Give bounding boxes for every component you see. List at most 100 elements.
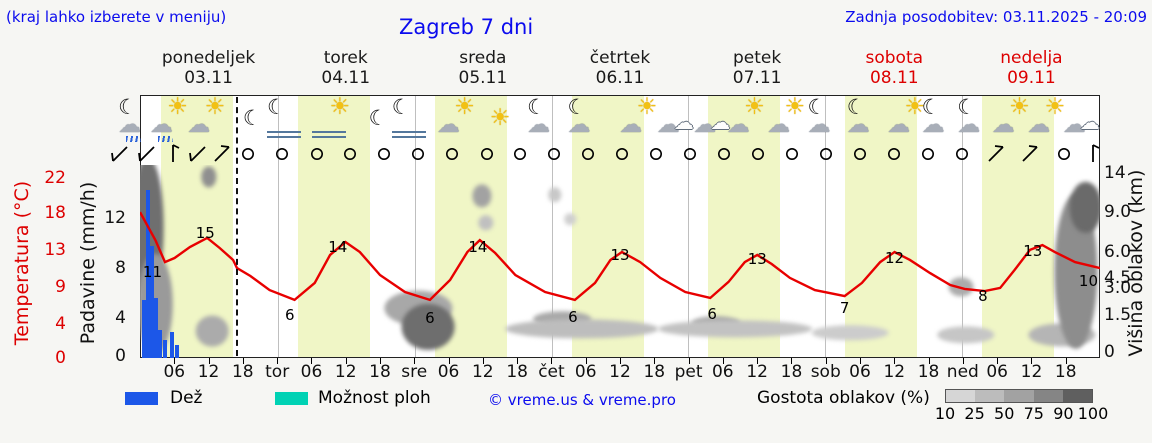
calm-wind-icon [443,143,461,167]
day-separator-line [825,96,827,357]
calm-wind-icon [273,143,291,167]
sun-rain-icon: ☁ ☀ [149,94,188,143]
cloud-density-blob [401,303,455,351]
moon-glyph: ☾ [391,95,411,119]
rain-bar [170,331,175,358]
cloud-glyph: ☁ [527,112,551,138]
day-separator-line [277,96,279,357]
temperature-value-label: 6 [707,304,717,323]
temperature-value-label: 13 [1023,242,1043,261]
moon-fog-icon: ☾ [266,95,304,143]
sun-glyph: ☀ [167,94,188,120]
time-tick-label: 12 [609,362,631,382]
moon-rain-icon: ☁ ☾ [117,95,155,143]
time-tick-label: 12 [197,362,220,382]
cloud-glyph: ☁ [887,112,911,138]
density-tick-label: 90 [1053,404,1074,423]
time-tick-label: sob [810,362,841,382]
time-tick-mark [688,358,690,364]
wind-barb-icon [986,143,1006,167]
temperature-value-label: 11 [142,262,163,281]
cloud-glyph: ☁ [991,112,1015,138]
moon-glyph: ☾ [846,95,866,119]
calm-wind-icon [647,143,665,167]
moon-cloud-icon: ☁ ☾ [846,95,884,143]
time-tick-label: 18 [231,362,254,382]
fog-glyph [266,128,301,138]
fog-glyph [312,128,347,138]
sun-glyph: ☀ [489,104,511,131]
density-gradient-segment [1004,390,1034,402]
cloud-density-blob [477,215,494,231]
calm-wind-icon [579,143,597,167]
calm-wind-icon [511,143,529,167]
rain-bar [158,330,163,358]
wind-barb-icon [110,143,130,167]
time-tick-mark [174,358,176,364]
time-tick-mark [962,358,964,364]
temperature-axis-label: Temperatura (°C) [11,180,33,346]
time-tick-mark [208,358,210,364]
day-header-ponedeljek: ponedeljek 03.11 [161,48,256,88]
time-axis-ticks [140,358,1100,365]
plot-background [140,95,1100,358]
cloud-density-blob [548,187,562,203]
moon-glyph: ☾ [368,106,388,131]
cloud-density-blob [948,276,974,297]
moon-cloud-icon: ☁ ☾ [921,95,959,143]
calm-wind-icon [613,143,631,167]
time-tick-mark [551,358,553,364]
calm-wind-icon [783,143,801,167]
time-tick-label: sre [401,362,428,382]
sun-cloud-icon: ☁ ☀ [726,94,765,143]
cloud-glyph: ☁ [656,112,680,138]
rain-bar [154,298,159,358]
time-tick-mark [997,358,999,364]
time-tick-mark [242,358,244,364]
rain-bar [163,340,168,358]
moon-icon: ☾ [359,97,397,143]
rain-legend-label: Dež [170,388,203,408]
cloudw-glyph: ☁ [673,110,694,134]
time-tick-mark [620,358,621,364]
cloud-density-tick-labels: 10 25 50 75 90 100 [935,404,1108,423]
time-tick-mark [722,358,724,364]
sun-glyph: ☀ [744,94,765,120]
showers-legend-swatch [275,392,308,405]
calm-wind-icon [545,143,563,167]
time-tick-mark [860,358,861,364]
time-tick-mark [277,358,279,364]
day-separator-line [962,96,964,357]
fog-glyph [391,128,426,138]
time-tick-label: 18 [643,362,666,382]
density-gradient-segment [975,390,1005,402]
last-update-text: Zadnja posodobitev: 03.11.2025 - 20:09 [845,8,1147,26]
moon-glyph: ☾ [807,95,827,119]
calm-wind-icon [308,143,326,167]
cloud-density-blob [658,320,812,338]
rain-legend-swatch [125,392,158,405]
temperature-value-label: 6 [284,305,295,324]
copyright-link[interactable]: © vreme.us & vreme.pro [488,391,676,409]
density-tick-label: 10 [934,404,956,423]
time-tick-label: 18 [917,362,940,382]
cloud-glyph: ☁ [436,112,460,138]
sun-glyph: ☀ [329,94,351,120]
chart-area [140,165,1100,358]
wind-barb-icon [212,143,232,167]
showers-legend-label: Možnost ploh [318,388,431,408]
temperature-value-label: 7 [839,299,850,317]
cloud-height-tick: 3.0 [1104,277,1132,298]
density-tick-label: 100 [1077,404,1109,423]
rain-bar [149,246,154,358]
sun-cloud-icon: ☁ ☀ [991,94,1030,143]
sun-cloud-icon: ☁ ☀ [186,94,225,143]
cloud-glyph: ☁ [1027,112,1051,138]
temperature-value-label: 14 [328,238,348,257]
density-tick-label: 75 [1023,404,1044,423]
cloud-height-tick: 14 [1104,162,1126,183]
calm-wind-icon [375,143,393,167]
wind-barb-icon [1020,143,1040,167]
temperature-tick-labels: 22 18 13 9 4 0 [34,165,66,368]
time-tick-mark [1031,358,1033,364]
